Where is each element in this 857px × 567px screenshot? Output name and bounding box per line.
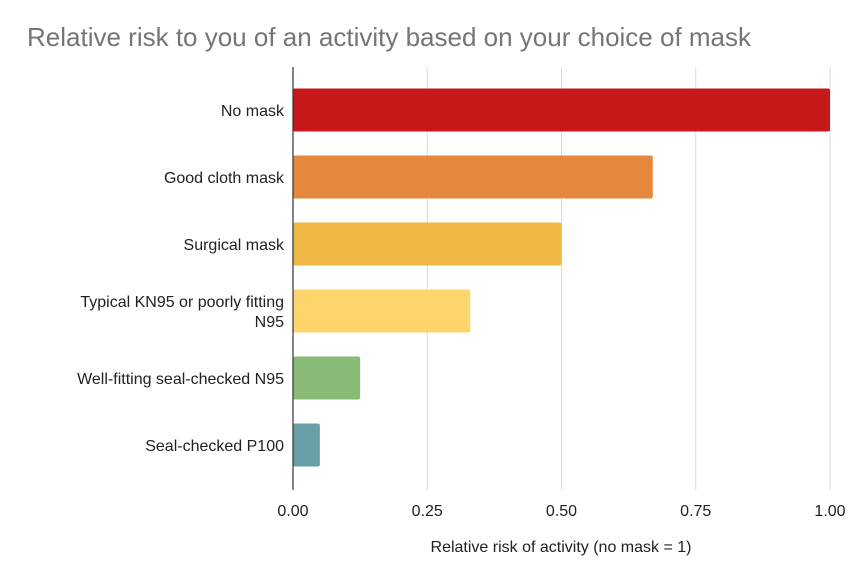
category-labels: No mask Good cloth mask Surgical mask Typic… <box>77 103 285 455</box>
x-tick-label: 0.75 <box>680 503 711 520</box>
category-label: Typical KN95 or poorly fitting N95 <box>80 294 284 331</box>
bar <box>293 423 320 467</box>
category-label: Seal-checked P100 <box>145 438 284 455</box>
x-tick-label: 0.00 <box>277 503 308 520</box>
bar <box>293 356 361 400</box>
bar <box>293 289 471 333</box>
bar <box>293 88 830 132</box>
gridlines <box>426 67 831 490</box>
x-axis-title: Relative risk of activity (no mask = 1) <box>431 539 692 556</box>
bars <box>293 88 830 467</box>
x-tick-label: 0.25 <box>412 503 443 520</box>
bar <box>293 155 653 199</box>
category-label: No mask <box>221 103 285 120</box>
x-tick-label: 1.00 <box>814 503 845 520</box>
x-tick-label: 0.50 <box>546 503 577 520</box>
x-tick-labels: 0.00 0.25 0.50 0.75 1.00 <box>277 503 845 520</box>
category-label: Surgical mask <box>184 237 285 254</box>
bar <box>293 222 562 266</box>
category-label: Good cloth mask <box>164 170 285 187</box>
category-label: Well-fitting seal-checked N95 <box>77 371 284 388</box>
chart-title: Relative risk to you of an activity base… <box>27 22 752 52</box>
